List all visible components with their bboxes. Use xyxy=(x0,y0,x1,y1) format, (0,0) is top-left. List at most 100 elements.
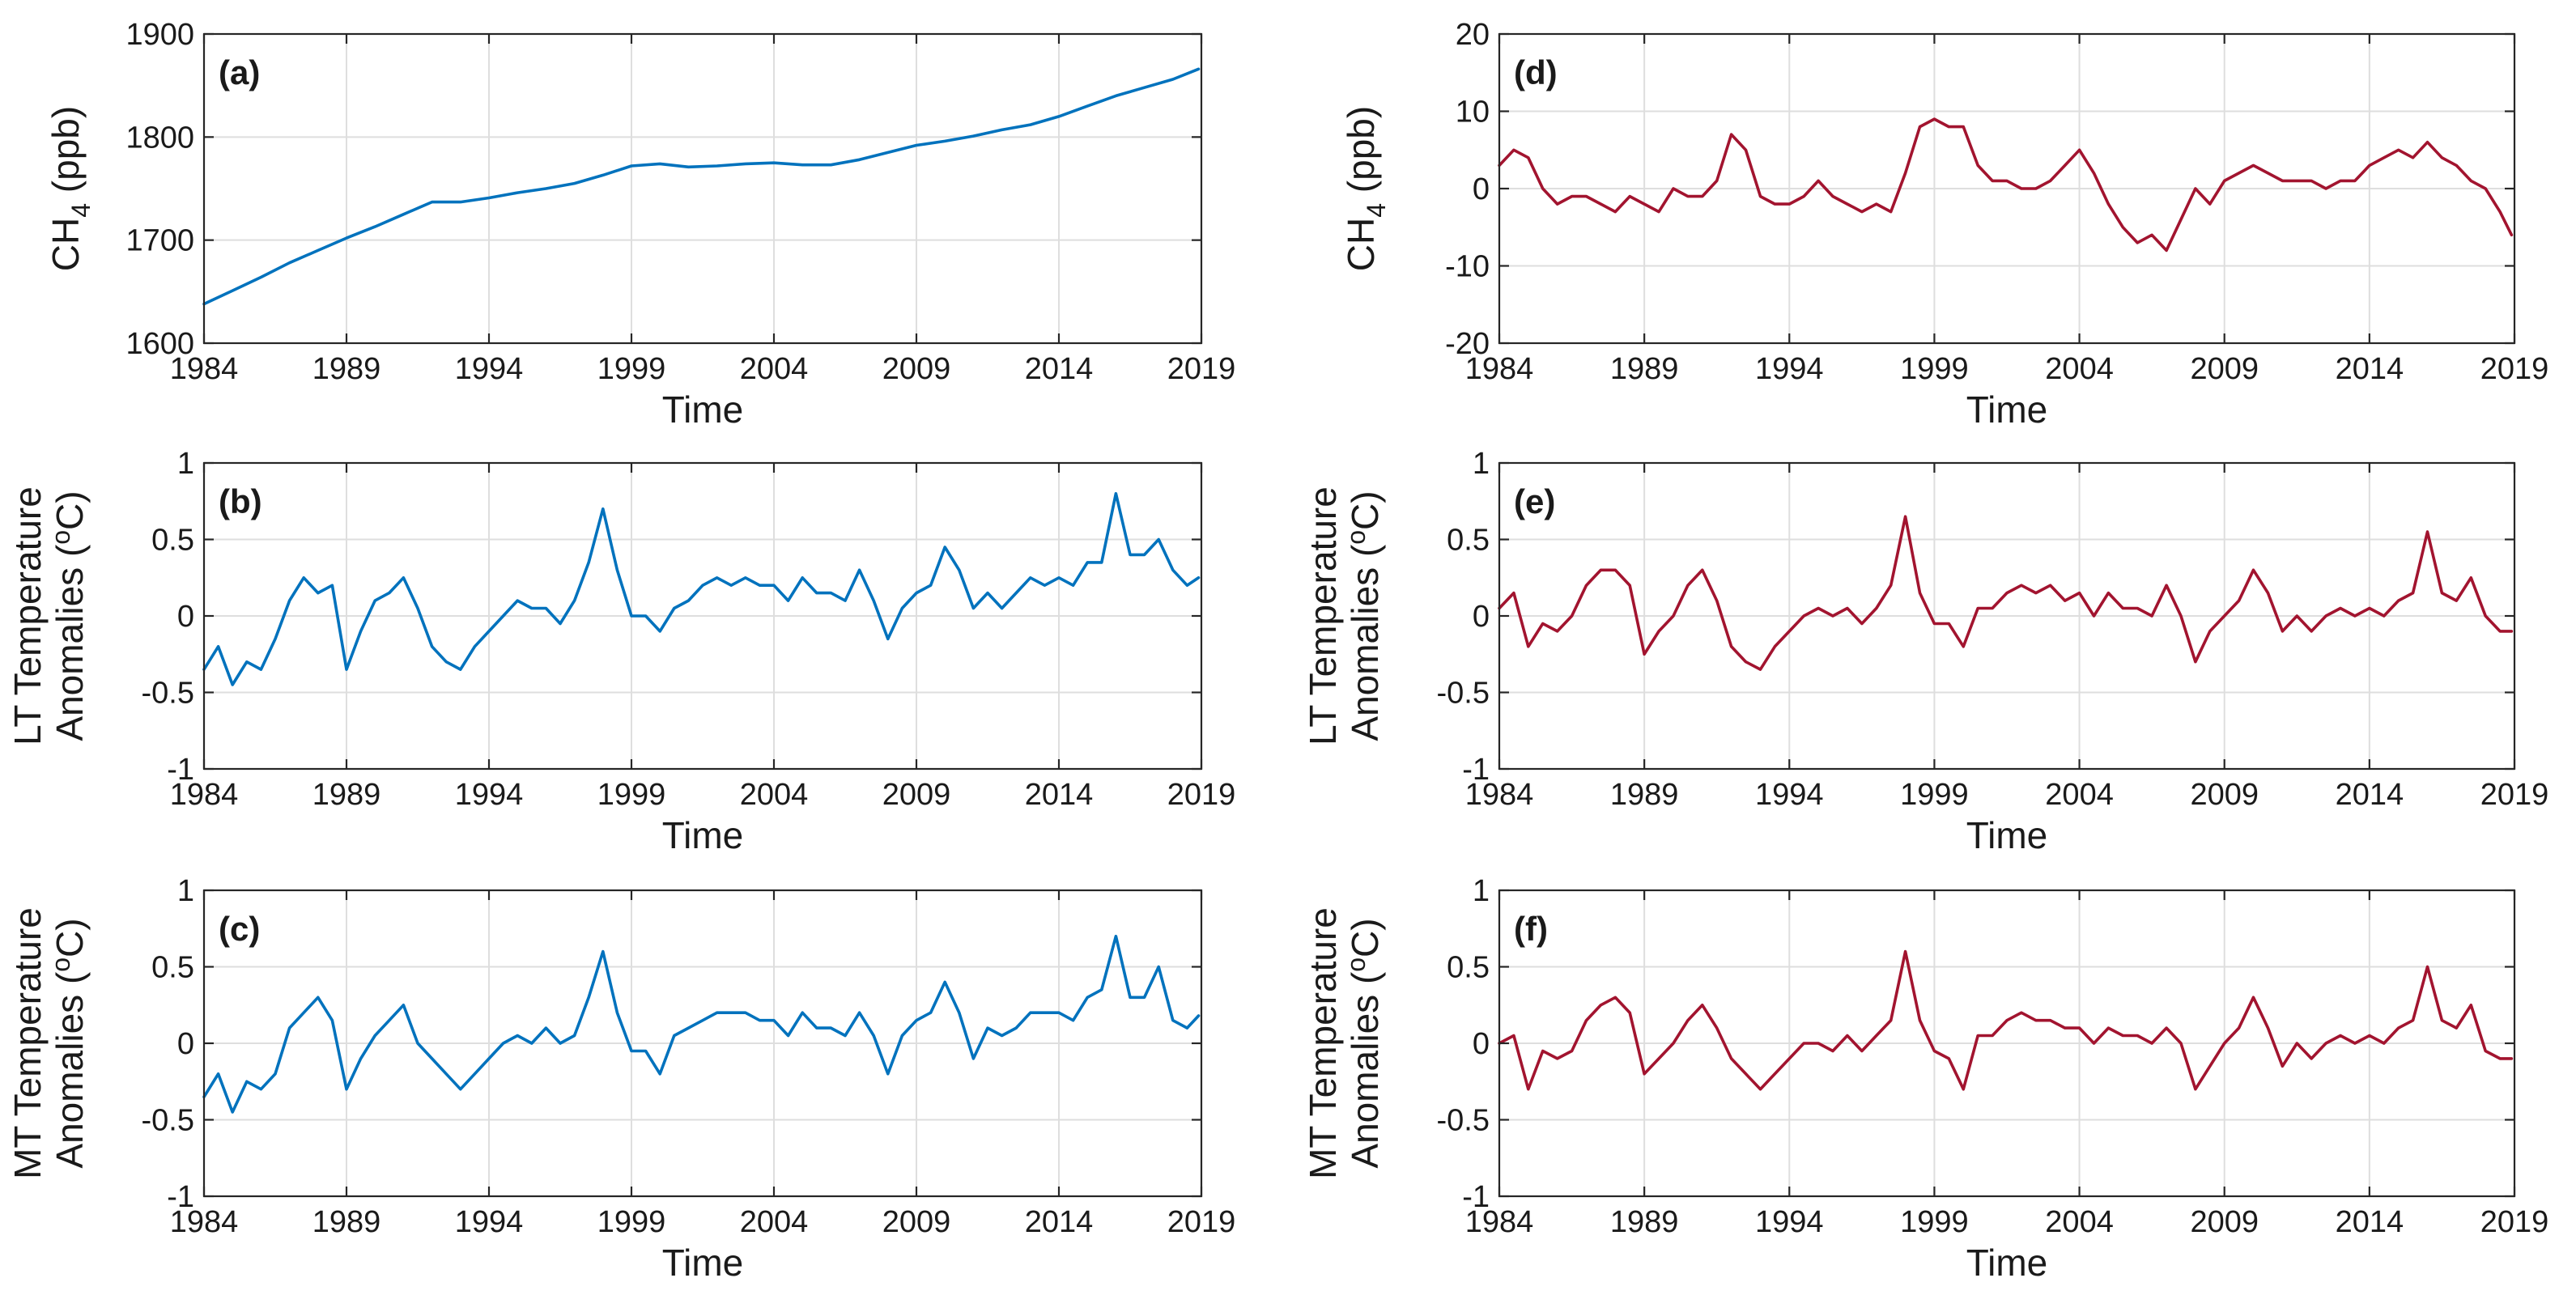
y-axis-title-main: CH xyxy=(45,218,87,271)
series-line-f xyxy=(1498,949,2514,1091)
y-axis-title-superscript: o xyxy=(1341,530,1371,545)
y-tick-label: 1 xyxy=(177,874,194,908)
y-tick-label: 20 xyxy=(1456,18,1490,52)
axes-frame xyxy=(202,32,1203,345)
x-tick-label: 2019 xyxy=(1167,778,1236,812)
x-tick-label: 2004 xyxy=(740,352,809,386)
x-tick-label: 2009 xyxy=(882,778,951,812)
x-tick-label: 1984 xyxy=(170,1205,239,1239)
panel-label: (d) xyxy=(1514,53,1558,91)
y-tick-label: 0 xyxy=(177,600,194,634)
x-tick-label: 1984 xyxy=(1465,1205,1534,1239)
x-tick-label: 1994 xyxy=(455,778,524,812)
x-tick-label: 1999 xyxy=(597,1205,666,1239)
y-tick-label: 10 xyxy=(1456,96,1490,130)
x-tick-label: 1989 xyxy=(1610,778,1679,812)
series-line-d xyxy=(1498,117,2514,253)
y-tick-label: -1 xyxy=(167,1180,194,1214)
y-axis-title: CH4 (ppb) xyxy=(45,106,96,271)
y-axis-title-unit: (ppb) xyxy=(1340,106,1382,203)
y-axis-title-text: Anomalies ( xyxy=(1344,971,1386,1169)
x-tick-label: 1999 xyxy=(1900,352,1969,386)
y-tick-label: 1 xyxy=(177,447,194,481)
y-axis-title-line2: Anomalies (oC) xyxy=(46,918,91,1168)
x-axis-title: Time xyxy=(1966,389,2048,431)
y-tick-label: -1 xyxy=(167,753,194,787)
y-tick-label: -0.5 xyxy=(142,677,194,711)
y-axis-title-line2: Anomalies (oC) xyxy=(1341,490,1386,741)
y-axis-title-unit: C) xyxy=(49,918,91,957)
series-line-b xyxy=(202,491,1201,686)
panel-f: 1984 1989 1994 1999 2004 2009 2014 2019 -1 -0.5 0 0… xyxy=(1302,874,2548,1284)
y-tick-label: -0.5 xyxy=(1437,677,1490,711)
panel-b: 1984 1989 1994 1999 2004 2009 2014 2019 -1 -0.5 0 0… xyxy=(6,447,1235,856)
y-axis-title-line1: LT Temperature xyxy=(1302,486,1344,745)
y-tick-label: 0.5 xyxy=(1447,951,1490,985)
y-axis-title-line2: Anomalies (oC) xyxy=(1341,918,1386,1168)
x-tick-label: 2004 xyxy=(740,1205,809,1239)
y-tick-label: 1800 xyxy=(125,121,194,155)
y-axis-title-superscript: o xyxy=(1341,957,1371,972)
x-tick-label: 2009 xyxy=(882,352,951,386)
x-tick-label: 2009 xyxy=(882,1205,951,1239)
y-tick-label: -0.5 xyxy=(1437,1104,1490,1138)
y-tick-label: 0.5 xyxy=(1447,524,1490,558)
y-axis-title-main: CH xyxy=(1340,218,1382,271)
x-tick-label: 1984 xyxy=(170,352,239,386)
x-axis-title: Time xyxy=(1966,1242,2048,1284)
series-line-a xyxy=(202,67,1201,306)
x-axis-title: Time xyxy=(1966,814,2048,856)
y-axis-title-text: Anomalies ( xyxy=(49,971,91,1169)
x-tick-label: 1989 xyxy=(312,778,381,812)
x-tick-label: 1999 xyxy=(1900,1205,1969,1239)
x-tick-label: 1989 xyxy=(1610,352,1679,386)
x-tick-label: 1999 xyxy=(597,352,666,386)
x-tick-label: 2019 xyxy=(2480,1205,2549,1239)
x-tick-label: 2004 xyxy=(2045,352,2114,386)
x-tick-label: 1994 xyxy=(1755,1205,1824,1239)
x-tick-label: 2004 xyxy=(2045,1205,2114,1239)
x-tick-label: 1984 xyxy=(1465,352,1534,386)
y-axis-title-line1: MT Temperature xyxy=(6,907,49,1179)
x-tick-label: 2009 xyxy=(2190,1205,2259,1239)
y-axis-title-unit: C) xyxy=(49,490,91,530)
x-tick-label: 2019 xyxy=(2480,352,2549,386)
y-axis-title: CH4 (ppb) xyxy=(1340,106,1391,271)
panel-d: 1984 1989 1994 1999 2004 2009 2014 2019 -20 -10 0 1… xyxy=(1340,18,2548,431)
y-tick-label: 0 xyxy=(1473,172,1490,206)
panel-label: (c) xyxy=(219,910,260,948)
x-tick-label: 1989 xyxy=(1610,1205,1679,1239)
y-tick-label: -20 xyxy=(1445,327,1490,361)
x-tick-label: 2014 xyxy=(1025,778,1094,812)
y-tick-label: 1600 xyxy=(125,327,194,361)
panel-label: (b) xyxy=(219,482,262,520)
y-axis-title-superscript: o xyxy=(46,957,75,972)
y-axis-title-line2: Anomalies (oC) xyxy=(46,490,91,741)
y-tick-label: 0 xyxy=(1473,1027,1490,1061)
series-line-c xyxy=(202,934,1201,1114)
y-tick-label: 1 xyxy=(1473,874,1490,908)
y-axis-title-subscript: 4 xyxy=(66,203,96,218)
y-axis-title-line1: LT Temperature xyxy=(6,486,49,745)
x-tick-label: 1984 xyxy=(1465,778,1534,812)
x-axis-title: Time xyxy=(662,1242,744,1284)
x-tick-label: 1994 xyxy=(455,1205,524,1239)
y-tick-label: -10 xyxy=(1445,250,1490,284)
y-axis-title-unit: C) xyxy=(1344,918,1386,957)
x-tick-label: 1994 xyxy=(455,352,524,386)
x-tick-label: 2014 xyxy=(1025,1205,1094,1239)
x-tick-label: 1999 xyxy=(597,778,666,812)
y-tick-label: 0 xyxy=(177,1027,194,1061)
y-tick-label: 1700 xyxy=(125,224,194,258)
panel-e: 1984 1989 1994 1999 2004 2009 2014 2019 -1 -0.5 0 0… xyxy=(1302,447,2548,856)
x-tick-label: 2014 xyxy=(2336,352,2404,386)
y-axis-title-line1: MT Temperature xyxy=(1302,907,1344,1179)
x-axis-title: Time xyxy=(662,389,744,431)
y-tick-label: -1 xyxy=(1462,1180,1490,1214)
series-line-e xyxy=(1498,515,2514,671)
y-tick-label: 0 xyxy=(1473,600,1490,634)
x-tick-label: 2004 xyxy=(740,778,809,812)
y-axis-title-text: Anomalies ( xyxy=(1344,544,1386,741)
panel-label: (f) xyxy=(1514,910,1548,948)
